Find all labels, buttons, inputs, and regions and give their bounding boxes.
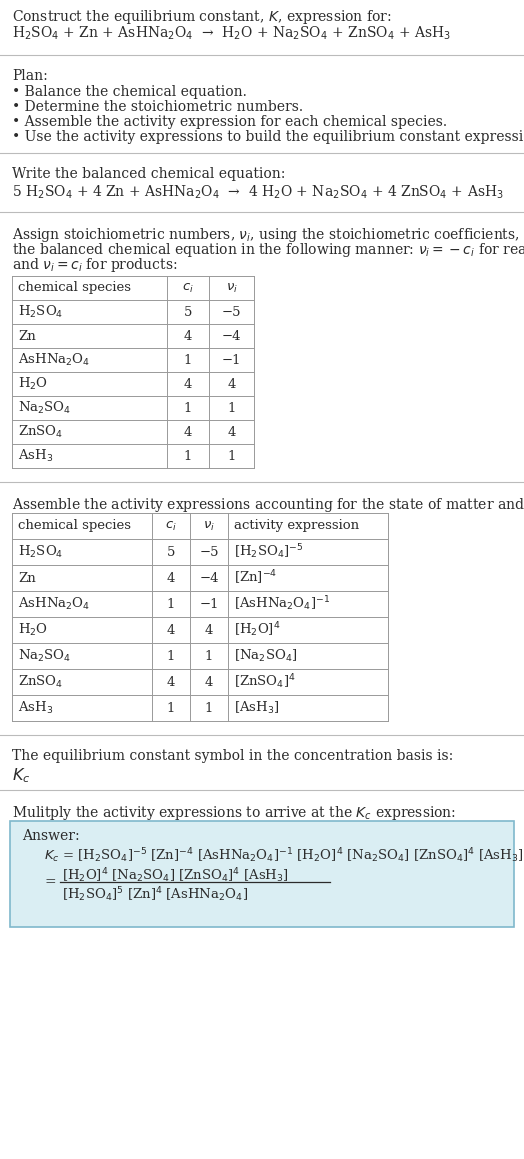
Text: Mulitply the activity expressions to arrive at the $K_c$ expression:: Mulitply the activity expressions to arr… [12,804,456,822]
Text: [Na$_2$SO$_4$]: [Na$_2$SO$_4$] [234,648,297,664]
Text: • Determine the stoichiometric numbers.: • Determine the stoichiometric numbers. [12,100,303,114]
Text: H$_2$SO$_4$: H$_2$SO$_4$ [18,544,63,560]
Text: H$_2$O: H$_2$O [18,376,48,392]
Text: H$_2$O: H$_2$O [18,622,48,639]
Text: 5: 5 [167,546,175,559]
Text: [AsH$_3$]: [AsH$_3$] [234,700,279,716]
Text: 1: 1 [184,401,192,415]
Text: H$_2$SO$_4$ + Zn + AsHNa$_2$O$_4$  →  H$_2$O + Na$_2$SO$_4$ + ZnSO$_4$ + AsH$_3$: H$_2$SO$_4$ + Zn + AsHNa$_2$O$_4$ → H$_2… [12,25,451,43]
Text: AsH$_3$: AsH$_3$ [18,447,53,464]
Text: activity expression: activity expression [234,519,359,532]
Text: $K_c$ = [H$_2$SO$_4$]$^{-5}$ [Zn]$^{-4}$ [AsHNa$_2$O$_4$]$^{-1}$ [H$_2$O]$^4$ [N: $K_c$ = [H$_2$SO$_4$]$^{-5}$ [Zn]$^{-4}$… [44,846,523,865]
Text: 4: 4 [184,378,192,391]
Text: −1: −1 [222,353,241,366]
Text: Plan:: Plan: [12,70,48,83]
Text: Assign stoichiometric numbers, $\nu_i$, using the stoichiometric coefficients, $: Assign stoichiometric numbers, $\nu_i$, … [12,226,524,245]
Text: 1: 1 [227,401,236,415]
Text: • Use the activity expressions to build the equilibrium constant expression.: • Use the activity expressions to build … [12,130,524,144]
Text: −5: −5 [222,306,241,319]
Text: ZnSO$_4$: ZnSO$_4$ [18,424,63,440]
Text: −1: −1 [199,598,219,611]
Text: Answer:: Answer: [22,829,80,843]
Text: Assemble the activity expressions accounting for the state of matter and $\nu_i$: Assemble the activity expressions accoun… [12,496,524,513]
Text: the balanced chemical equation in the following manner: $\nu_i = -c_i$ for react: the balanced chemical equation in the fo… [12,241,524,258]
Text: Zn: Zn [18,571,36,584]
Text: 4: 4 [227,378,236,391]
Text: 4: 4 [167,676,175,688]
Text: H$_2$SO$_4$: H$_2$SO$_4$ [18,304,63,320]
Text: and $\nu_i = c_i$ for products:: and $\nu_i = c_i$ for products: [12,256,178,274]
Text: −4: −4 [199,571,219,584]
Text: $c_i$: $c_i$ [182,282,194,294]
Text: [H$_2$SO$_4$]$^5$ [Zn]$^4$ [AsHNa$_2$O$_4$]: [H$_2$SO$_4$]$^5$ [Zn]$^4$ [AsHNa$_2$O$_… [62,885,248,904]
Text: 1: 1 [205,649,213,663]
Text: 4: 4 [167,571,175,584]
Text: [H$_2$O]$^4$ [Na$_2$SO$_4$] [ZnSO$_4$]$^4$ [AsH$_3$]: [H$_2$O]$^4$ [Na$_2$SO$_4$] [ZnSO$_4$]$^… [62,866,289,884]
Text: chemical species: chemical species [18,282,131,294]
Text: 4: 4 [184,425,192,438]
Text: AsHNa$_2$O$_4$: AsHNa$_2$O$_4$ [18,596,90,612]
Text: $K_c$: $K_c$ [12,766,30,785]
Text: 4: 4 [167,624,175,636]
Text: −4: −4 [222,329,241,343]
Text: 1: 1 [167,649,175,663]
Text: −5: −5 [199,546,219,559]
Text: [Zn]$^{-4}$: [Zn]$^{-4}$ [234,569,277,588]
Text: 5 H$_2$SO$_4$ + 4 Zn + AsHNa$_2$O$_4$  →  4 H$_2$O + Na$_2$SO$_4$ + 4 ZnSO$_4$ +: 5 H$_2$SO$_4$ + 4 Zn + AsHNa$_2$O$_4$ → … [12,184,504,202]
Text: 1: 1 [184,353,192,366]
Text: Zn: Zn [18,329,36,343]
Text: The equilibrium constant symbol in the concentration basis is:: The equilibrium constant symbol in the c… [12,749,453,763]
Text: 1: 1 [227,450,236,462]
Text: • Balance the chemical equation.: • Balance the chemical equation. [12,85,247,99]
FancyBboxPatch shape [10,821,514,927]
Text: =: = [44,875,56,889]
Text: $\nu_i$: $\nu_i$ [225,282,237,294]
Text: [AsHNa$_2$O$_4$]$^{-1}$: [AsHNa$_2$O$_4$]$^{-1}$ [234,595,330,613]
Text: [H$_2$O]$^4$: [H$_2$O]$^4$ [234,621,280,640]
Text: 4: 4 [205,676,213,688]
Text: • Assemble the activity expression for each chemical species.: • Assemble the activity expression for e… [12,115,447,129]
Text: Na$_2$SO$_4$: Na$_2$SO$_4$ [18,400,71,416]
Text: 1: 1 [205,701,213,714]
Text: 4: 4 [184,329,192,343]
Text: 5: 5 [184,306,192,319]
Text: chemical species: chemical species [18,519,131,532]
Text: $\nu_i$: $\nu_i$ [203,519,215,532]
Text: Construct the equilibrium constant, $K$, expression for:: Construct the equilibrium constant, $K$,… [12,8,391,25]
Text: ZnSO$_4$: ZnSO$_4$ [18,673,63,690]
Text: Write the balanced chemical equation:: Write the balanced chemical equation: [12,167,286,181]
Text: 4: 4 [227,425,236,438]
Text: AsH$_3$: AsH$_3$ [18,700,53,716]
Text: 4: 4 [205,624,213,636]
Text: [ZnSO$_4$]$^4$: [ZnSO$_4$]$^4$ [234,672,296,692]
Text: 1: 1 [167,598,175,611]
Text: $c_i$: $c_i$ [165,519,177,532]
Text: [H$_2$SO$_4$]$^{-5}$: [H$_2$SO$_4$]$^{-5}$ [234,542,303,561]
Text: 1: 1 [167,701,175,714]
Text: 1: 1 [184,450,192,462]
Text: Na$_2$SO$_4$: Na$_2$SO$_4$ [18,648,71,664]
Text: AsHNa$_2$O$_4$: AsHNa$_2$O$_4$ [18,352,90,369]
